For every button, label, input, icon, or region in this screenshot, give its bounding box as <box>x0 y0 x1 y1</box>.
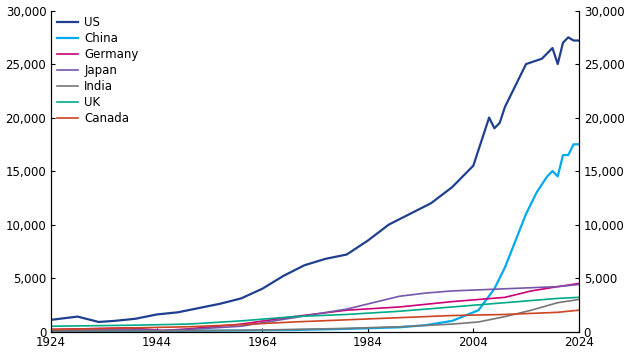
Germany <box>295 314 303 318</box>
Japan <box>290 316 297 320</box>
Line: Germany: Germany <box>51 283 579 331</box>
China <box>364 326 372 331</box>
China <box>290 328 297 332</box>
Line: Canada: Canada <box>51 310 579 329</box>
China <box>575 142 583 147</box>
US <box>185 308 192 312</box>
Germany <box>185 327 192 331</box>
Germany <box>575 281 583 285</box>
Canada <box>47 327 55 332</box>
Canada <box>290 320 297 324</box>
Germany <box>47 327 55 332</box>
US <box>564 35 572 39</box>
Japan <box>47 328 55 333</box>
UK <box>364 311 372 315</box>
Germany <box>84 327 92 331</box>
UK <box>47 324 55 328</box>
UK <box>443 305 450 310</box>
Japan <box>364 302 372 306</box>
US <box>422 204 430 208</box>
US <box>575 38 583 43</box>
Japan <box>84 328 92 332</box>
India <box>575 297 583 302</box>
UK <box>417 307 425 312</box>
UK <box>180 322 187 326</box>
India <box>290 327 297 332</box>
US <box>84 317 92 321</box>
US <box>95 320 103 324</box>
Canada <box>364 317 372 321</box>
Canada <box>180 325 187 329</box>
India <box>417 323 425 328</box>
Line: Japan: Japan <box>51 284 579 331</box>
India <box>443 322 450 327</box>
Japan <box>417 291 425 296</box>
UK <box>290 315 297 319</box>
US <box>449 185 456 189</box>
Line: India: India <box>51 300 579 331</box>
UK <box>575 295 583 300</box>
India <box>84 329 92 333</box>
Germany <box>422 302 430 306</box>
UK <box>84 324 92 328</box>
Japan <box>180 328 187 332</box>
Germany <box>369 306 377 311</box>
Canada <box>84 327 92 331</box>
Japan <box>443 289 450 294</box>
India <box>364 326 372 330</box>
China <box>47 329 55 333</box>
Germany <box>449 300 456 304</box>
Germany <box>158 328 166 333</box>
Canada <box>443 313 450 318</box>
US <box>369 235 377 239</box>
Canada <box>575 308 583 312</box>
Line: China: China <box>51 144 579 331</box>
Japan <box>575 282 583 286</box>
Canada <box>417 315 425 319</box>
China <box>180 329 187 333</box>
US <box>47 318 55 322</box>
China <box>84 329 92 333</box>
India <box>180 329 187 333</box>
US <box>295 266 303 270</box>
Line: UK: UK <box>51 297 579 326</box>
China <box>443 320 450 324</box>
India <box>47 329 55 333</box>
Line: US: US <box>51 37 579 322</box>
Legend: US, China, Germany, Japan, India, UK, Canada: US, China, Germany, Japan, India, UK, Ca… <box>55 14 141 127</box>
China <box>570 142 577 147</box>
China <box>417 323 425 328</box>
